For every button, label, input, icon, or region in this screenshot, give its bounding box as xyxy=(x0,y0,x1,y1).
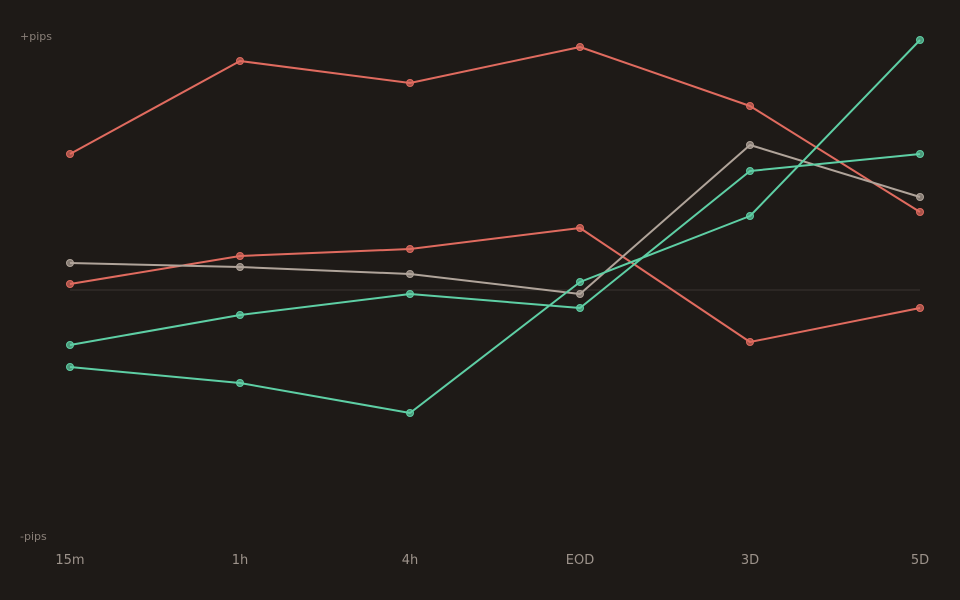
x-tick-label: 1h xyxy=(232,553,249,568)
data-point[interactable] xyxy=(916,193,924,201)
x-tick-label: 4h xyxy=(402,553,419,568)
data-point[interactable] xyxy=(66,341,74,349)
data-point[interactable] xyxy=(576,278,584,286)
series-line xyxy=(69,153,921,346)
data-point[interactable] xyxy=(236,57,244,65)
data-point[interactable] xyxy=(406,270,414,278)
data-point[interactable] xyxy=(576,43,584,51)
series-line xyxy=(69,144,921,295)
data-point[interactable] xyxy=(66,280,74,288)
series-2 xyxy=(66,224,924,346)
data-point[interactable] xyxy=(66,259,74,267)
data-point[interactable] xyxy=(576,224,584,232)
data-point[interactable] xyxy=(406,409,414,417)
data-point[interactable] xyxy=(66,150,74,158)
series-line xyxy=(69,46,921,213)
data-point[interactable] xyxy=(236,379,244,387)
data-point[interactable] xyxy=(66,363,74,371)
data-point[interactable] xyxy=(916,150,924,158)
series-line xyxy=(69,39,921,414)
series-4 xyxy=(66,150,924,349)
data-point[interactable] xyxy=(916,208,924,216)
y-axis-bottom-label: -pips xyxy=(20,530,47,543)
data-point[interactable] xyxy=(406,79,414,87)
series-5 xyxy=(66,36,924,417)
x-axis-ticks: 15m 1h 4h EOD 3D 5D xyxy=(55,553,929,568)
data-point[interactable] xyxy=(406,245,414,253)
x-tick-label: 15m xyxy=(55,553,84,568)
data-point[interactable] xyxy=(746,141,754,149)
series-3 xyxy=(66,141,924,298)
data-point[interactable] xyxy=(746,212,754,220)
data-point[interactable] xyxy=(746,338,754,346)
x-tick-label: 3D xyxy=(741,553,759,568)
data-point[interactable] xyxy=(236,311,244,319)
data-point[interactable] xyxy=(746,167,754,175)
y-axis-top-label: +pips xyxy=(20,30,52,43)
data-point[interactable] xyxy=(576,304,584,312)
series-1 xyxy=(66,43,924,216)
data-point[interactable] xyxy=(236,263,244,271)
x-tick-label: 5D xyxy=(911,553,929,568)
data-point[interactable] xyxy=(916,304,924,312)
data-point[interactable] xyxy=(746,102,754,110)
data-point[interactable] xyxy=(236,252,244,260)
data-point[interactable] xyxy=(916,36,924,44)
series-layer xyxy=(66,36,924,417)
series-line xyxy=(69,227,921,343)
data-point[interactable] xyxy=(576,290,584,298)
data-point[interactable] xyxy=(406,290,414,298)
x-tick-label: EOD xyxy=(566,553,594,568)
